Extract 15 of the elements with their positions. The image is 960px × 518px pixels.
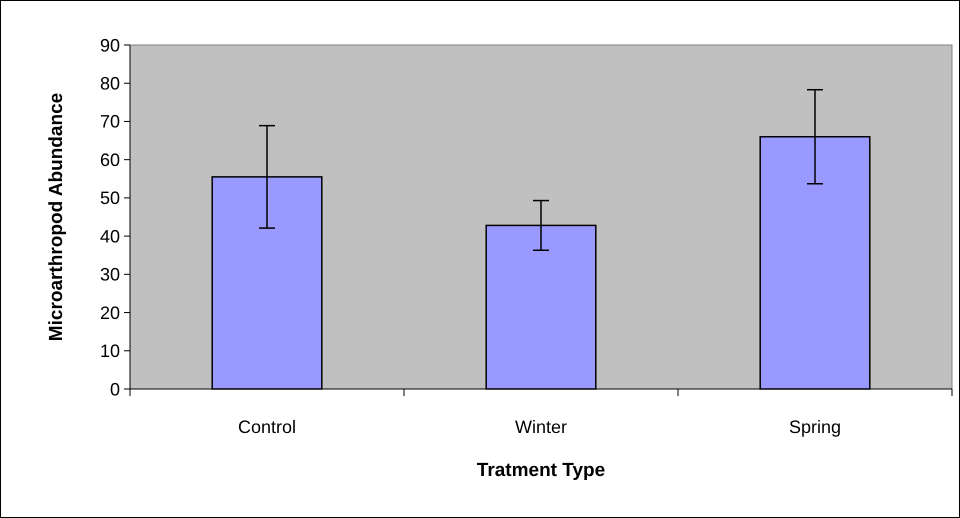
- x-tick-label: Control: [238, 417, 296, 437]
- y-tick-label: 90: [100, 35, 120, 56]
- y-tick-label: 70: [100, 112, 120, 132]
- y-tick-label: 40: [100, 226, 120, 246]
- y-tick-label: 20: [100, 302, 120, 323]
- y-tick-label: 10: [100, 341, 120, 362]
- y-tick-label: 60: [100, 150, 120, 170]
- y-tick-label: 80: [100, 74, 120, 94]
- y-tick-label: 30: [100, 264, 120, 285]
- x-axis-title: Tratment Type: [476, 460, 606, 481]
- y-tick-label: 0: [110, 379, 120, 400]
- y-tick-label: 50: [100, 188, 120, 208]
- y-axis-title: Microarthropod Abundance: [46, 92, 67, 342]
- x-tick-label: Spring: [788, 417, 842, 437]
- x-tick-label: Winter: [514, 417, 568, 437]
